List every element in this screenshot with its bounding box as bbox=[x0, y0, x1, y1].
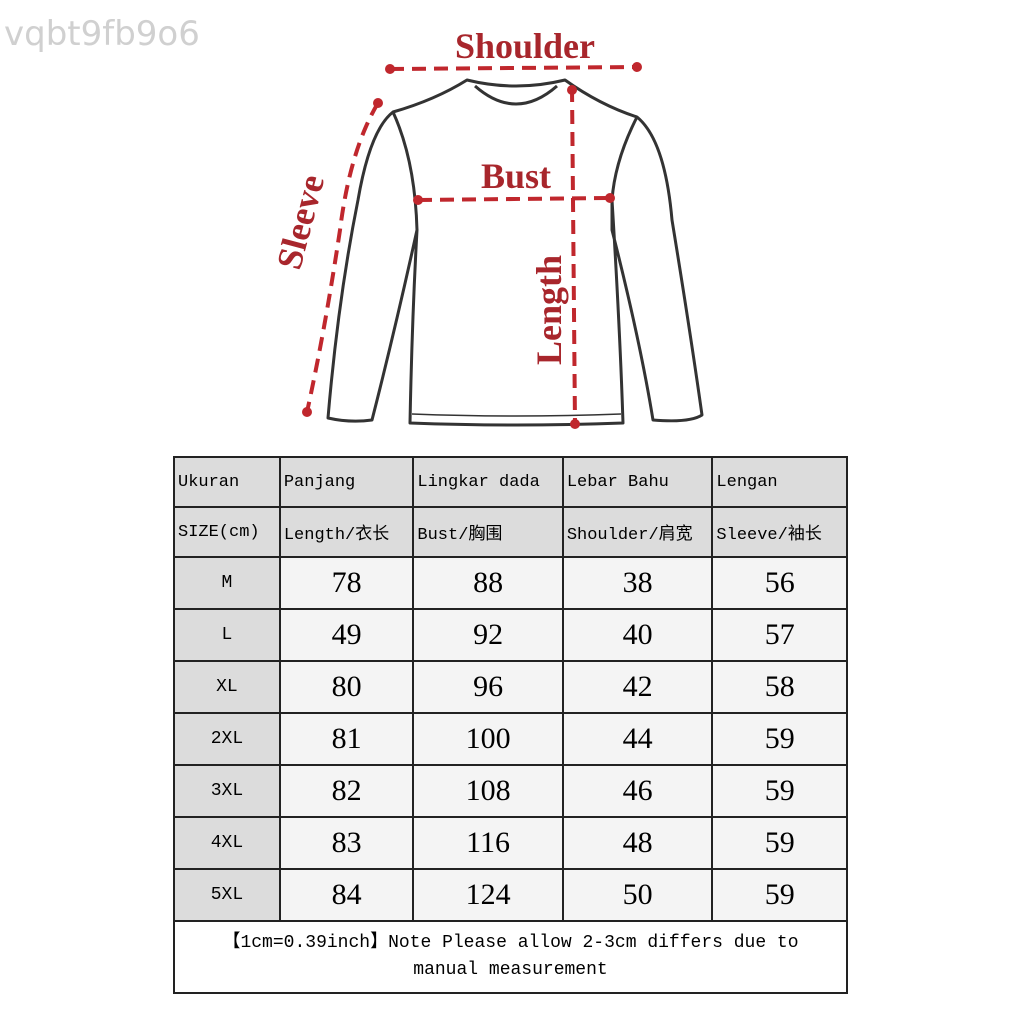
value-cell: 88 bbox=[412, 556, 564, 610]
value-cell: 59 bbox=[711, 764, 848, 818]
header-cell: Lingkar dada bbox=[412, 456, 564, 508]
value-cell: 56 bbox=[711, 556, 848, 610]
value-cell: 50 bbox=[561, 868, 714, 922]
table-row: 2XL 81 100 44 59 bbox=[173, 712, 848, 766]
bust-label: Bust bbox=[481, 156, 551, 196]
watermark: vqbt9fb9o6 bbox=[4, 14, 200, 54]
size-cell: 4XL bbox=[173, 816, 281, 870]
table-row: 3XL 82 108 46 59 bbox=[173, 764, 848, 818]
value-cell: 44 bbox=[561, 712, 714, 766]
shoulder-label: Shoulder bbox=[455, 26, 595, 66]
header-cell: Ukuran bbox=[173, 456, 281, 508]
value-cell: 81 bbox=[278, 712, 415, 766]
value-cell: 84 bbox=[278, 868, 415, 922]
sleve-label: Sleeve bbox=[269, 170, 332, 273]
note-line-2: manual measurement bbox=[413, 960, 608, 980]
header-cell: Lebar Bahu bbox=[561, 456, 714, 508]
value-cell: 80 bbox=[278, 660, 415, 714]
value-cell: 78 bbox=[278, 556, 415, 610]
value-cell: 82 bbox=[278, 764, 415, 818]
note-line-1: 【1cm=0.39inch】Note Please allow 2-3cm di… bbox=[222, 933, 799, 953]
value-cell: 96 bbox=[412, 660, 564, 714]
size-cell: XL bbox=[173, 660, 281, 714]
value-cell: 38 bbox=[561, 556, 714, 610]
value-cell: 59 bbox=[711, 816, 848, 870]
size-cell: L bbox=[173, 608, 281, 662]
value-cell: 83 bbox=[278, 816, 415, 870]
length-label: Length bbox=[529, 255, 569, 365]
shirt-outline bbox=[326, 78, 704, 427]
header-cell: Panjang bbox=[278, 456, 415, 508]
value-cell: 124 bbox=[412, 868, 564, 922]
value-cell: 40 bbox=[561, 608, 714, 662]
note-cell: 【1cm=0.39inch】Note Please allow 2-3cm di… bbox=[173, 920, 848, 994]
measure-dots bbox=[302, 62, 642, 429]
value-cell: 59 bbox=[711, 868, 848, 922]
table-row: XL 80 96 42 58 bbox=[173, 660, 848, 714]
table-row: 4XL 83 116 48 59 bbox=[173, 816, 848, 870]
value-cell: 116 bbox=[412, 816, 564, 870]
header-cell: SIZE(cm) bbox=[173, 506, 281, 558]
table-row: M 78 88 38 56 bbox=[173, 556, 848, 610]
header-cell: Lengan bbox=[711, 456, 848, 508]
value-cell: 100 bbox=[412, 712, 564, 766]
header-row-2: SIZE(cm) Length/衣长 Bust/胸围 Shoulder/肩宽 S… bbox=[173, 506, 848, 558]
value-cell: 49 bbox=[278, 608, 415, 662]
value-cell: 58 bbox=[711, 660, 848, 714]
value-cell: 108 bbox=[412, 764, 564, 818]
size-cell: M bbox=[173, 556, 281, 610]
header-cell: Length/衣长 bbox=[278, 506, 415, 558]
size-cell: 5XL bbox=[173, 868, 281, 922]
table-row: L 49 92 40 57 bbox=[173, 608, 848, 662]
header-cell: Bust/胸围 bbox=[412, 506, 564, 558]
value-cell: 42 bbox=[561, 660, 714, 714]
header-cell: Shoulder/肩宽 bbox=[561, 506, 714, 558]
value-cell: 48 bbox=[561, 816, 714, 870]
size-cell: 2XL bbox=[173, 712, 281, 766]
size-table: Ukuran Panjang Lingkar dada Lebar Bahu L… bbox=[173, 456, 848, 994]
table-row: 5XL 84 124 50 59 bbox=[173, 868, 848, 922]
value-cell: 59 bbox=[711, 712, 848, 766]
note-row: 【1cm=0.39inch】Note Please allow 2-3cm di… bbox=[173, 920, 848, 994]
size-cell: 3XL bbox=[173, 764, 281, 818]
value-cell: 57 bbox=[711, 608, 848, 662]
shirt-diagram: Shoulder Bust Sleeve Length bbox=[269, 26, 704, 429]
value-cell: 92 bbox=[412, 608, 564, 662]
header-row-1: Ukuran Panjang Lingkar dada Lebar Bahu L… bbox=[173, 456, 848, 508]
value-cell: 46 bbox=[561, 764, 714, 818]
measure-lines bbox=[305, 65, 638, 426]
header-cell: Sleeve/袖长 bbox=[711, 506, 848, 558]
